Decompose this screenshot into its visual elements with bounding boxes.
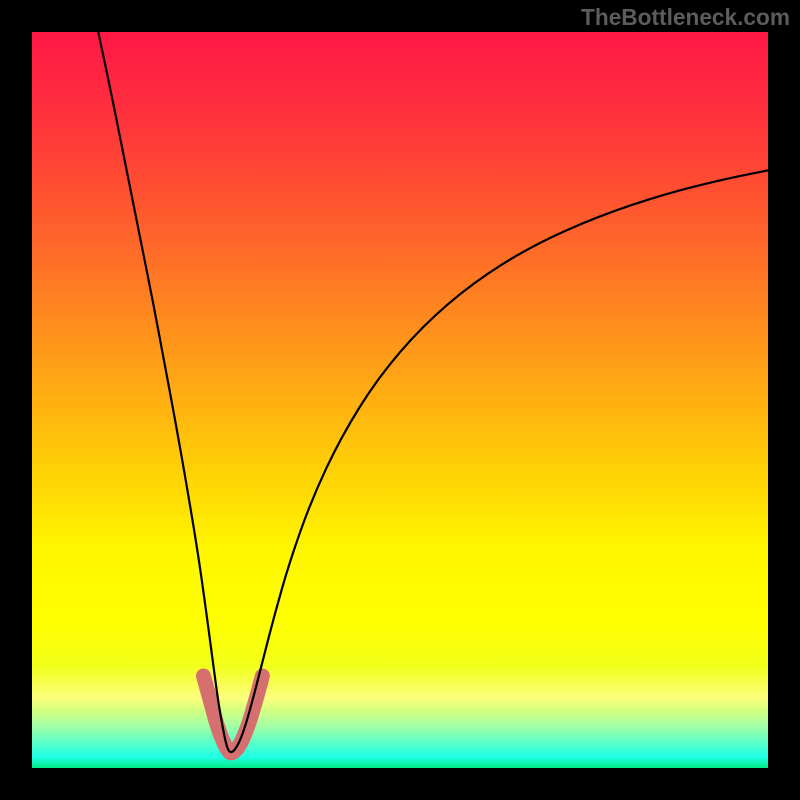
plot-svg [32, 32, 768, 768]
gradient-background [32, 32, 768, 768]
chart-stage: TheBottleneck.com [0, 0, 800, 800]
watermark-text: TheBottleneck.com [581, 4, 790, 31]
plot-area [32, 32, 768, 768]
